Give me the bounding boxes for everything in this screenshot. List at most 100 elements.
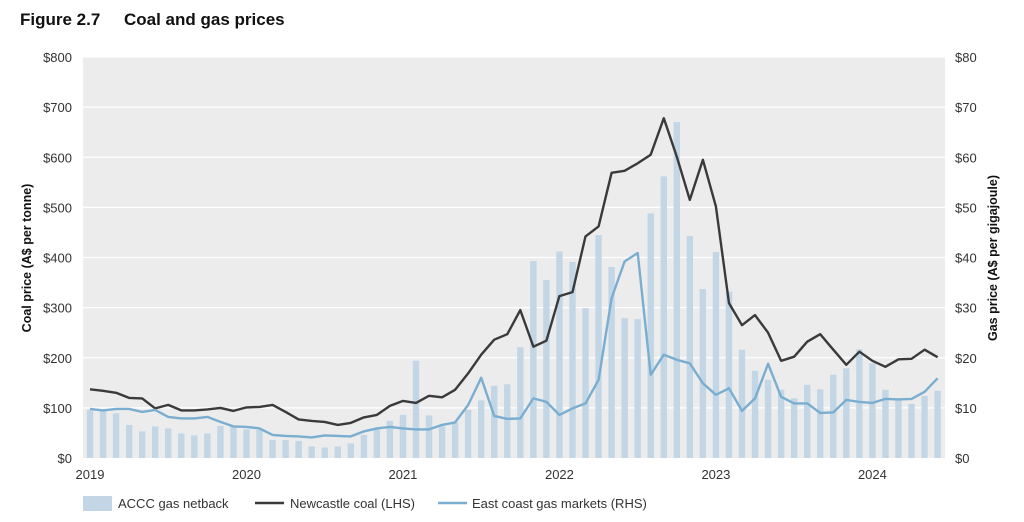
bar-gas-netback [308,446,315,458]
bar-gas-netback [621,318,628,458]
bar-gas-netback [386,420,394,458]
bar-gas-netback [451,422,459,458]
left-tick-label: $300 [43,301,72,316]
bar-gas-netback [686,235,694,458]
left-tick-label: $700 [43,100,72,115]
bar-gas-netback [334,446,341,458]
right-tick-label: $10 [955,401,977,416]
legend: ACCC gas netback Newcastle coal (LHS) Ea… [83,496,647,511]
bar-gas-netback [699,289,707,458]
bar-gas-netback [399,414,407,458]
bar-gas-netback [843,368,850,458]
right-tick-label: $40 [955,251,977,266]
left-axis-label: Coal price (A$ per tonne) [20,184,34,333]
bar-gas-netback [425,415,433,458]
bar-gas-netback [921,395,928,458]
bar-gas-netback [269,439,276,458]
legend-label-gas: East coast gas markets (RHS) [472,496,647,511]
bar-gas-netback [125,424,133,458]
figure-label: Figure 2.7 [20,10,100,29]
bar-gas-netback [608,267,615,458]
left-tick-label: $100 [43,401,72,416]
left-tick-label: $800 [43,50,72,65]
legend-swatch-gas-netback [83,496,112,511]
bar-gas-netback [712,251,720,458]
bar-gas-netback [804,384,811,458]
bar-gas-netback [556,251,563,458]
left-tick-label: $200 [43,351,72,366]
x-tick-label: 2020 [232,467,261,482]
bar-gas-netback [204,433,211,458]
x-tick-label: 2019 [76,467,105,482]
bar-gas-netback [738,349,746,458]
bar-gas-netback [647,213,654,458]
right-tick-label: $30 [955,301,977,316]
legend-label-gas-netback: ACCC gas netback [118,496,229,511]
right-axis-label: Gas price (A$ per gigajoule) [986,175,1000,341]
bar-gas-netback [373,429,381,458]
bar-gas-netback [191,435,198,458]
x-tick-label: 2023 [701,467,730,482]
line-east-coast-gas [89,251,939,439]
bar-gas-netback [464,409,472,458]
right-tick-label: $60 [955,150,977,165]
left-tick-label: $600 [43,150,72,165]
bar-gas-netback [751,370,759,458]
bar-gas-netback [530,261,537,458]
bar-gas-netback [256,429,263,458]
right-tick-label: $80 [955,50,977,65]
bar-gas-netback [152,426,159,458]
bar-gas-netback [178,433,185,458]
bar-gas-netback [230,426,237,458]
bar-gas-netback [582,308,589,458]
right-tick-label: $50 [955,200,977,215]
bar-gas-netback [725,291,733,458]
bar-gas-netback [165,428,172,458]
bar-gas-netback [764,379,772,458]
bar-gas-netback [543,280,550,458]
chart-title: Coal and gas prices [124,10,285,29]
bar-gas-netback [438,426,446,458]
left-tick-label: $0 [58,451,72,466]
bars-gas-netback [86,122,941,459]
bar-gas-netback [112,413,120,458]
bar-gas-netback [660,176,667,459]
right-tick-label: $70 [955,100,977,115]
left-tick-label: $500 [43,200,72,215]
bar-gas-netback [282,439,289,458]
gridlines [83,56,945,409]
bar-gas-netback [856,349,863,458]
bar-gas-netback [869,363,876,458]
bar-gas-netback [673,122,680,458]
bar-gas-netback [99,409,107,458]
bar-gas-netback [138,431,146,458]
bar-gas-netback [217,425,224,458]
bar-gas-netback [595,234,602,458]
x-tick-label: 2024 [858,467,887,482]
x-tick-label: 2021 [388,467,417,482]
bar-gas-netback [347,443,354,458]
legend-label-coal: Newcastle coal (LHS) [290,496,415,511]
line-newcastle-coal [89,117,939,427]
right-axis-ticks: $0 $10 $20 $30 $40 $50 $60 $70 $80 [955,50,977,466]
bar-gas-netback [412,360,420,458]
bar-gas-netback [569,262,576,458]
bar-gas-netback [517,347,524,458]
bar-gas-netback [360,434,368,458]
bar-gas-netback [491,385,498,458]
bar-gas-netback [895,399,902,458]
bar-gas-netback [934,390,941,458]
bar-gas-netback [817,389,824,458]
bar-gas-netback [830,374,837,458]
bar-gas-netback [908,403,915,458]
right-tick-label: $20 [955,351,977,366]
left-tick-label: $400 [43,251,72,266]
x-axis-ticks: 2019 2020 2021 2022 2023 2024 [76,467,887,482]
x-tick-label: 2022 [545,467,574,482]
bar-gas-netback [86,409,94,458]
bar-gas-netback [790,398,798,458]
bar-gas-netback [777,389,785,458]
bar-gas-netback [882,389,889,458]
bar-gas-netback [295,440,302,458]
